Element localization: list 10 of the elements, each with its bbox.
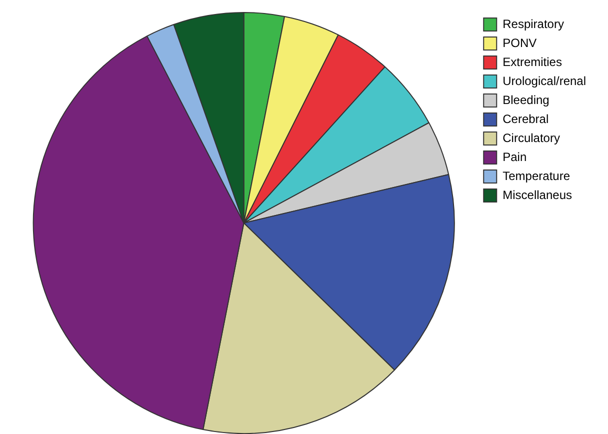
legend-label: Pain: [502, 150, 527, 164]
legend-label: PONV: [502, 36, 537, 50]
legend-label: Urological/renal: [502, 74, 586, 88]
legend-label: Bleeding: [502, 92, 550, 107]
legend-label: Miscellaneus: [502, 188, 572, 202]
legend-label: Respiratory: [502, 16, 564, 31]
legend-label: Temperature: [502, 168, 570, 183]
legend-label: Cerebral: [502, 112, 549, 126]
legend-label: Extremities: [502, 54, 562, 69]
legend-label: Circulatory: [502, 130, 560, 145]
